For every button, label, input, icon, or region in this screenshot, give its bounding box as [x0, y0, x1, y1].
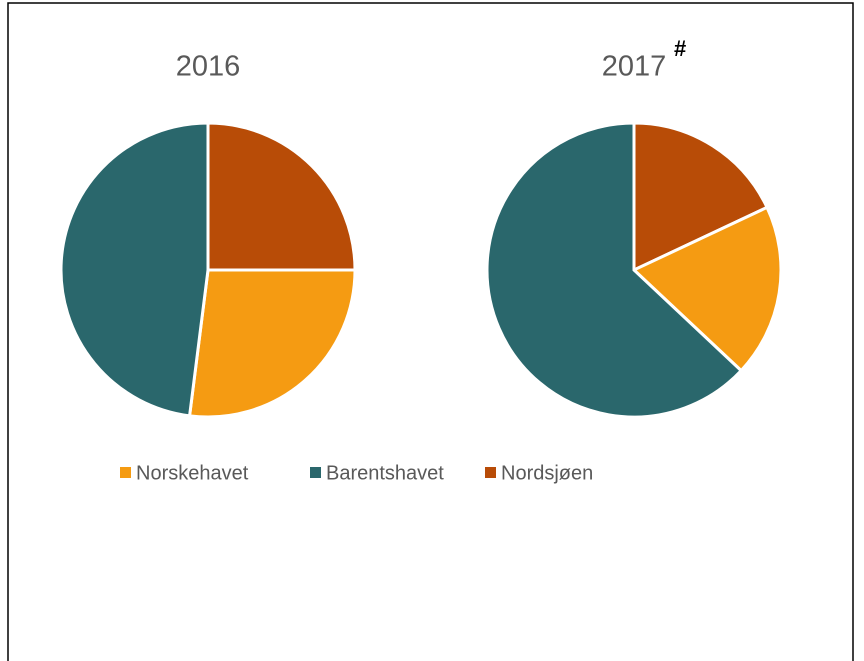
- chart-title: 2016: [176, 51, 241, 83]
- legend-swatch: [120, 467, 131, 478]
- pie-slice: [206, 121, 357, 272]
- legend-label: Barentshavet: [326, 462, 444, 484]
- chart-title: 2017: [602, 51, 667, 83]
- pie-slice: [485, 121, 744, 419]
- pie-slice: [187, 268, 357, 419]
- legend-label: Nordsjøen: [501, 462, 593, 484]
- frame: [7, 2, 854, 661]
- title-annotation: #: [674, 36, 686, 61]
- legend-swatch: [310, 467, 321, 478]
- legend-swatch: [485, 467, 496, 478]
- legend-label: Norskehavet: [136, 462, 249, 484]
- pie-slice: [631, 205, 783, 373]
- pie-slice: [59, 121, 210, 418]
- pie-slice: [632, 121, 770, 273]
